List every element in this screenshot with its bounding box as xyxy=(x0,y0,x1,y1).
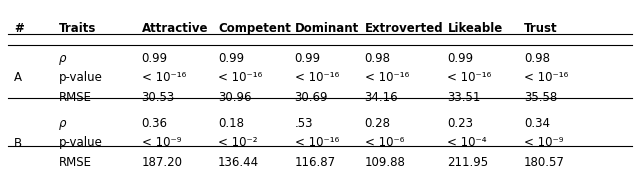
Text: Traits: Traits xyxy=(59,22,96,35)
Text: 0.18: 0.18 xyxy=(218,117,244,130)
Text: p-value: p-value xyxy=(59,71,102,84)
Text: A: A xyxy=(14,71,22,84)
Text: 0.99: 0.99 xyxy=(218,52,244,65)
Text: ρ: ρ xyxy=(59,52,66,65)
Text: RMSE: RMSE xyxy=(59,91,92,104)
Text: < 10⁻¹⁶: < 10⁻¹⁶ xyxy=(294,136,339,149)
Text: 116.87: 116.87 xyxy=(294,156,335,169)
Text: 0.98: 0.98 xyxy=(524,52,550,65)
Text: 0.34: 0.34 xyxy=(524,117,550,130)
Text: < 10⁻¹⁶: < 10⁻¹⁶ xyxy=(447,71,492,84)
Text: ρ: ρ xyxy=(59,117,66,130)
Text: 109.88: 109.88 xyxy=(365,156,406,169)
Text: < 10⁻⁹: < 10⁻⁹ xyxy=(141,136,181,149)
Text: < 10⁻²: < 10⁻² xyxy=(218,136,257,149)
Text: 30.96: 30.96 xyxy=(218,91,252,104)
Text: 0.99: 0.99 xyxy=(141,52,168,65)
Text: .53: .53 xyxy=(294,117,313,130)
Text: p-value: p-value xyxy=(59,136,102,149)
Text: RMSE: RMSE xyxy=(59,156,92,169)
Text: 33.51: 33.51 xyxy=(447,91,481,104)
Text: Trust: Trust xyxy=(524,22,557,35)
Text: B: B xyxy=(14,137,22,150)
Text: 30.69: 30.69 xyxy=(294,91,328,104)
Text: < 10⁻¹⁶: < 10⁻¹⁶ xyxy=(365,71,409,84)
Text: 35.58: 35.58 xyxy=(524,91,557,104)
Text: < 10⁻¹⁶: < 10⁻¹⁶ xyxy=(294,71,339,84)
Text: 0.36: 0.36 xyxy=(141,117,168,130)
Text: 136.44: 136.44 xyxy=(218,156,259,169)
Text: 0.28: 0.28 xyxy=(365,117,390,130)
Text: < 10⁻⁴: < 10⁻⁴ xyxy=(447,136,487,149)
Text: 211.95: 211.95 xyxy=(447,156,488,169)
Text: Competent: Competent xyxy=(218,22,291,35)
Text: 180.57: 180.57 xyxy=(524,156,564,169)
Text: Likeable: Likeable xyxy=(447,22,502,35)
Text: 34.16: 34.16 xyxy=(365,91,398,104)
Text: Extroverted: Extroverted xyxy=(365,22,444,35)
Text: Dominant: Dominant xyxy=(294,22,359,35)
Text: #: # xyxy=(14,22,24,35)
Text: < 10⁻⁹: < 10⁻⁹ xyxy=(524,136,563,149)
Text: 0.98: 0.98 xyxy=(365,52,390,65)
Text: 0.99: 0.99 xyxy=(294,52,321,65)
Text: < 10⁻¹⁶: < 10⁻¹⁶ xyxy=(218,71,262,84)
Text: 0.99: 0.99 xyxy=(447,52,474,65)
Text: < 10⁻¹⁶: < 10⁻¹⁶ xyxy=(524,71,568,84)
Text: 187.20: 187.20 xyxy=(141,156,182,169)
Text: < 10⁻⁶: < 10⁻⁶ xyxy=(365,136,404,149)
Text: 0.23: 0.23 xyxy=(447,117,474,130)
Text: Attractive: Attractive xyxy=(141,22,208,35)
Text: 30.53: 30.53 xyxy=(141,91,175,104)
Text: < 10⁻¹⁶: < 10⁻¹⁶ xyxy=(141,71,186,84)
